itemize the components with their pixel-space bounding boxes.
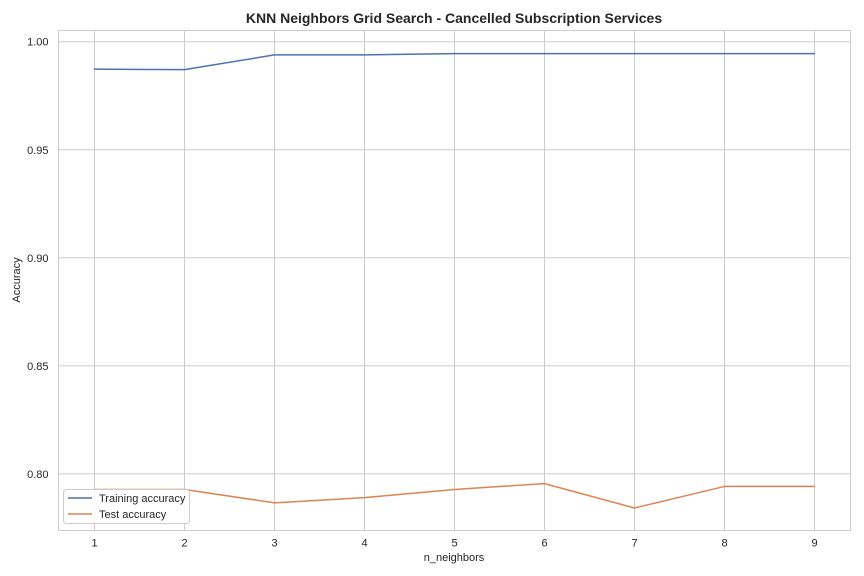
x-tick-label: 8: [721, 538, 727, 550]
chart-title: KNN Neighbors Grid Search - Cancelled Su…: [246, 10, 662, 26]
y-axis-label: Accuracy: [11, 257, 23, 303]
x-tick-label: 4: [361, 538, 367, 550]
y-tick-label: 1.00: [27, 37, 48, 49]
y-tick-label: 0.95: [27, 145, 48, 157]
legend-box: [63, 489, 190, 524]
x-axis-label: n_neighbors: [424, 552, 485, 564]
x-tick-label: 7: [631, 538, 637, 550]
y-tick-label: 0.85: [27, 361, 48, 373]
legend: Training accuracy Test accuracy: [63, 489, 190, 524]
x-tick-label: 6: [541, 538, 547, 550]
x-tick-label: 9: [811, 538, 817, 550]
series-group: [93, 52, 816, 509]
series-line-training: [93, 52, 816, 71]
grid: [58, 30, 851, 531]
x-tick-label: 2: [181, 538, 187, 550]
legend-label-training: Training accuracy: [99, 493, 186, 505]
legend-label-test: Test accuracy: [99, 509, 167, 521]
y-tick-label: 0.90: [27, 253, 48, 265]
x-tick-label: 3: [271, 538, 277, 550]
x-tick-label: 5: [451, 538, 457, 550]
series-line-test: [93, 482, 816, 509]
x-tick-label: 1: [91, 538, 97, 550]
ticks: 1 2 3 4 5 6 7 8 9 0.80 0.85 0.90 0.95 1.00: [27, 37, 817, 550]
y-tick-label: 0.80: [27, 469, 48, 481]
